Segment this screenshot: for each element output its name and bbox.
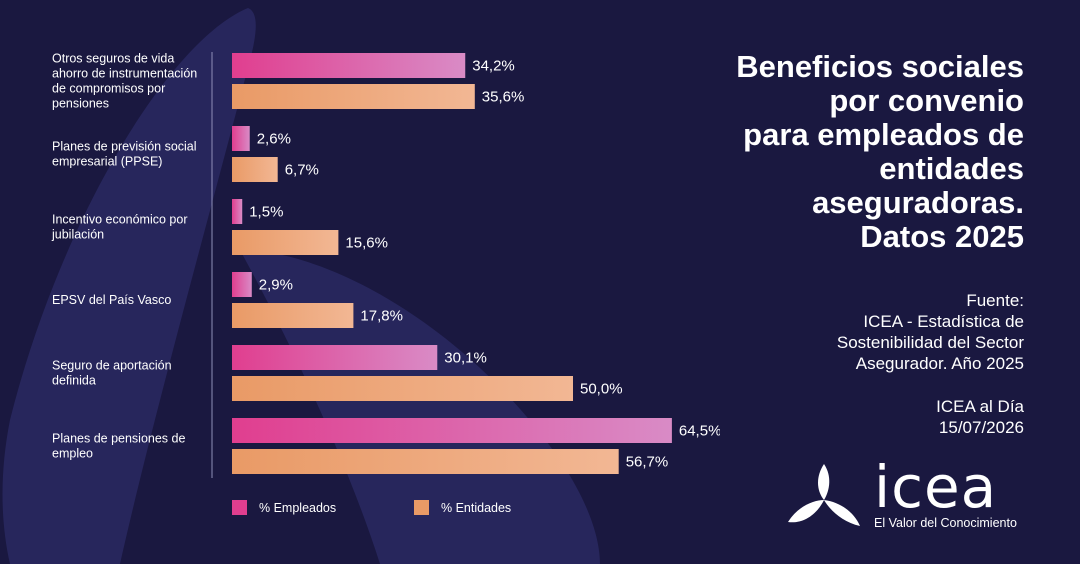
category-labels: Otros seguros de vida ahorro de instrumen…: [51, 52, 197, 461]
title-line: por convenio: [829, 83, 1024, 118]
edition-line: ICEA al Día: [936, 397, 1024, 416]
edition-line: 15/07/2026: [938, 418, 1024, 437]
value-label: 15,6%: [345, 235, 388, 252]
value-label: 30,1%: [444, 350, 487, 367]
source-line: Sostenibilidad del Sector: [836, 333, 1024, 352]
value-labels: 34,2% 35,6% 2,6% 6,7% 1,5% 15,6% 2,9% 17,8% 30,1…: [249, 58, 720, 471]
logo-tagline: El Valor del Conocimiento: [874, 516, 1017, 530]
value-label: 2,6%: [257, 131, 291, 148]
source-line: Fuente:: [966, 291, 1024, 310]
bar-entidades: [232, 449, 619, 474]
value-label: 34,2%: [472, 58, 515, 75]
decorative-blade-shape: [2, 8, 256, 564]
page-title: Beneficios sociales por convenio para empl…: [604, 50, 1024, 254]
title-line: Datos 2025: [860, 219, 1024, 254]
category-label: Planes de previsión social empresarial (P…: [52, 140, 197, 169]
title-line: entidades: [879, 151, 1024, 186]
bar-entidades: [232, 230, 339, 255]
bar-chart: Otros seguros de vida ahorro de instrumen…: [51, 52, 720, 515]
title-line: aseguradoras.: [812, 185, 1024, 220]
source-note: Fuente: ICEA - Estadística de Sostenibilid…: [704, 290, 1024, 374]
source-line: Asegurador. Año 2025: [855, 354, 1024, 373]
category-label-line: de compromisos por: [52, 82, 165, 96]
legend-swatch: [232, 500, 247, 515]
category-label: Planes de pensiones de empleo: [52, 432, 185, 461]
bar-entidades: [232, 376, 573, 401]
category-label-line: Otros seguros de vida: [52, 52, 174, 66]
edition-info: ICEA al Día 15/07/2026: [704, 396, 1024, 438]
value-label: 1,5%: [249, 204, 283, 221]
bar-entidades: [232, 157, 278, 182]
source-line: ICEA - Estadística de: [863, 312, 1024, 331]
value-label: 56,7%: [626, 454, 669, 471]
category-label-line: Seguro de aportación: [52, 359, 172, 373]
value-label: 2,9%: [259, 277, 293, 294]
bar-empleados: [232, 272, 252, 297]
legend: % Empleados % Entidades: [232, 500, 511, 515]
category-label-line: EPSV del País Vasco: [52, 293, 171, 307]
category-label: Otros seguros de vida ahorro de instrumen…: [52, 52, 197, 111]
bar-empleados: [232, 199, 243, 224]
category-label-line: empleo: [52, 447, 93, 461]
bar-entidades: [232, 84, 475, 109]
category-label-line: Incentivo económico por: [52, 213, 188, 227]
bar-entidades: [232, 303, 354, 328]
logo-wordmark: icea: [874, 453, 998, 521]
category-label-line: ahorro de instrumentación: [52, 67, 197, 81]
category-label-line: jubilación: [51, 228, 104, 242]
bars: [232, 53, 672, 474]
icea-logo: icea El Valor del Conocimiento: [786, 458, 1046, 538]
category-label: EPSV del País Vasco: [52, 293, 171, 307]
category-label-line: pensiones: [52, 97, 109, 111]
value-label: 50,0%: [580, 381, 623, 398]
category-label: Incentivo económico por jubilación: [51, 213, 188, 242]
category-label-line: empresarial (PPSE): [52, 155, 162, 169]
value-label: 17,8%: [360, 308, 403, 325]
category-label: Seguro de aportación definida: [52, 359, 172, 388]
value-label: 35,6%: [482, 89, 525, 106]
category-label-line: definida: [52, 374, 96, 388]
bar-empleados: [232, 345, 438, 370]
value-label: 6,7%: [285, 162, 319, 179]
bar-empleados: [232, 126, 250, 151]
legend-label: % Empleados: [259, 501, 336, 515]
icea-logo-mark-icon: [788, 464, 860, 526]
category-label-line: Planes de pensiones de: [52, 432, 185, 446]
legend-label: % Entidades: [441, 501, 511, 515]
value-label: 64,5%: [679, 423, 720, 440]
title-line: Beneficios sociales: [736, 49, 1024, 84]
bar-empleados: [232, 418, 672, 443]
decorative-wave-shape: [240, 250, 600, 564]
category-label-line: Planes de previsión social: [52, 140, 197, 154]
title-line: para empleados de: [743, 117, 1024, 152]
legend-swatch: [414, 500, 429, 515]
bar-empleados: [232, 53, 466, 78]
